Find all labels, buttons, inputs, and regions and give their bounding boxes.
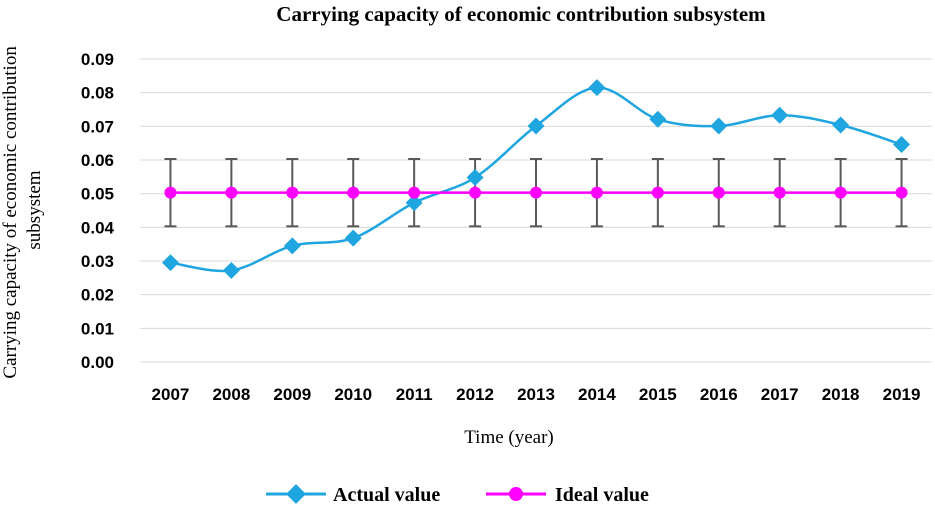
y-tick-label: 0.01 (81, 319, 114, 338)
x-tick-label: 2011 (396, 385, 433, 404)
x-tick-label: 2015 (639, 385, 677, 404)
data-point-ideal-value (408, 186, 421, 199)
data-point-actual-value (283, 237, 301, 255)
data-point-actual-value (710, 117, 728, 135)
legend-ideal-label: Ideal value (555, 484, 649, 506)
data-point-ideal-value (651, 186, 664, 199)
x-axis-ticks: 2007 2008 2009 2010 2011 2012 2013 2014 2015 2016… (152, 385, 921, 404)
x-tick-label: 2019 (883, 385, 921, 404)
data-point-actual-value (466, 169, 484, 186)
x-axis-label: Time (year) (464, 427, 554, 448)
x-tick-label: 2016 (700, 385, 738, 404)
data-point-actual-value (588, 79, 606, 97)
y-tick-label: 0.09 (81, 50, 114, 69)
data-point-ideal-value (469, 186, 482, 199)
x-tick-label: 2010 (334, 385, 372, 404)
data-point-ideal-value (530, 186, 542, 199)
series-layer (161, 79, 911, 279)
data-point-actual-value (222, 261, 240, 279)
x-tick-label: 2009 (273, 385, 311, 404)
legend-ideal-marker (509, 487, 523, 501)
y-tick-label: 0.07 (81, 117, 114, 136)
legend-actual-label: Actual value (333, 484, 440, 506)
x-tick-label: 2008 (212, 385, 250, 404)
data-point-actual-value (405, 194, 423, 212)
y-tick-label: 0.02 (81, 286, 114, 305)
x-tick-label: 2018 (822, 385, 860, 404)
data-point-ideal-value (164, 186, 177, 199)
data-point-ideal-value (773, 186, 786, 199)
y-axis-label-line-1: Carrying capacity of economic contributi… (0, 46, 21, 379)
x-tick-label: 2012 (456, 385, 494, 404)
y-axis-label: Carrying capacity of economic contributi… (0, 41, 45, 378)
y-tick-label: 0.08 (81, 84, 114, 103)
data-point-ideal-value (712, 186, 725, 199)
data-point-actual-value (161, 254, 179, 272)
x-tick-label: 2014 (578, 385, 616, 404)
data-point-ideal-value (225, 186, 238, 199)
data-point-ideal-value (895, 186, 908, 199)
data-point-actual-value (771, 106, 789, 124)
data-point-ideal-value (347, 186, 360, 199)
y-tick-label: 0.03 (81, 252, 114, 271)
legend-item-actual: Actual value (266, 484, 440, 506)
data-point-actual-value (649, 110, 667, 128)
legend: Actual value Ideal value (266, 484, 649, 506)
x-tick-label: 2013 (517, 385, 555, 404)
data-point-ideal-value (834, 186, 847, 199)
data-point-actual-value (893, 136, 911, 153)
y-axis-ticks: 0.00 0.01 0.02 0.03 0.04 0.05 0.06 0.07 0.08 0.09 (81, 50, 115, 372)
x-tick-label: 2007 (152, 385, 190, 404)
legend-item-ideal: Ideal value (486, 484, 649, 506)
data-point-ideal-value (590, 186, 603, 199)
y-tick-label: 0.04 (81, 218, 115, 237)
data-point-actual-value (527, 117, 545, 135)
y-tick-label: 0.05 (81, 185, 114, 204)
legend-actual-marker (286, 484, 306, 504)
y-tick-label: 0.00 (81, 353, 114, 372)
y-tick-label: 0.06 (81, 151, 114, 170)
x-tick-label: 2017 (761, 385, 799, 404)
data-point-actual-value (832, 116, 850, 134)
y-axis-label-line-2: subsystem (24, 170, 45, 249)
data-point-actual-value (344, 229, 362, 247)
data-point-ideal-value (286, 186, 299, 199)
chart-title: Carrying capacity of economic contributi… (276, 2, 766, 26)
